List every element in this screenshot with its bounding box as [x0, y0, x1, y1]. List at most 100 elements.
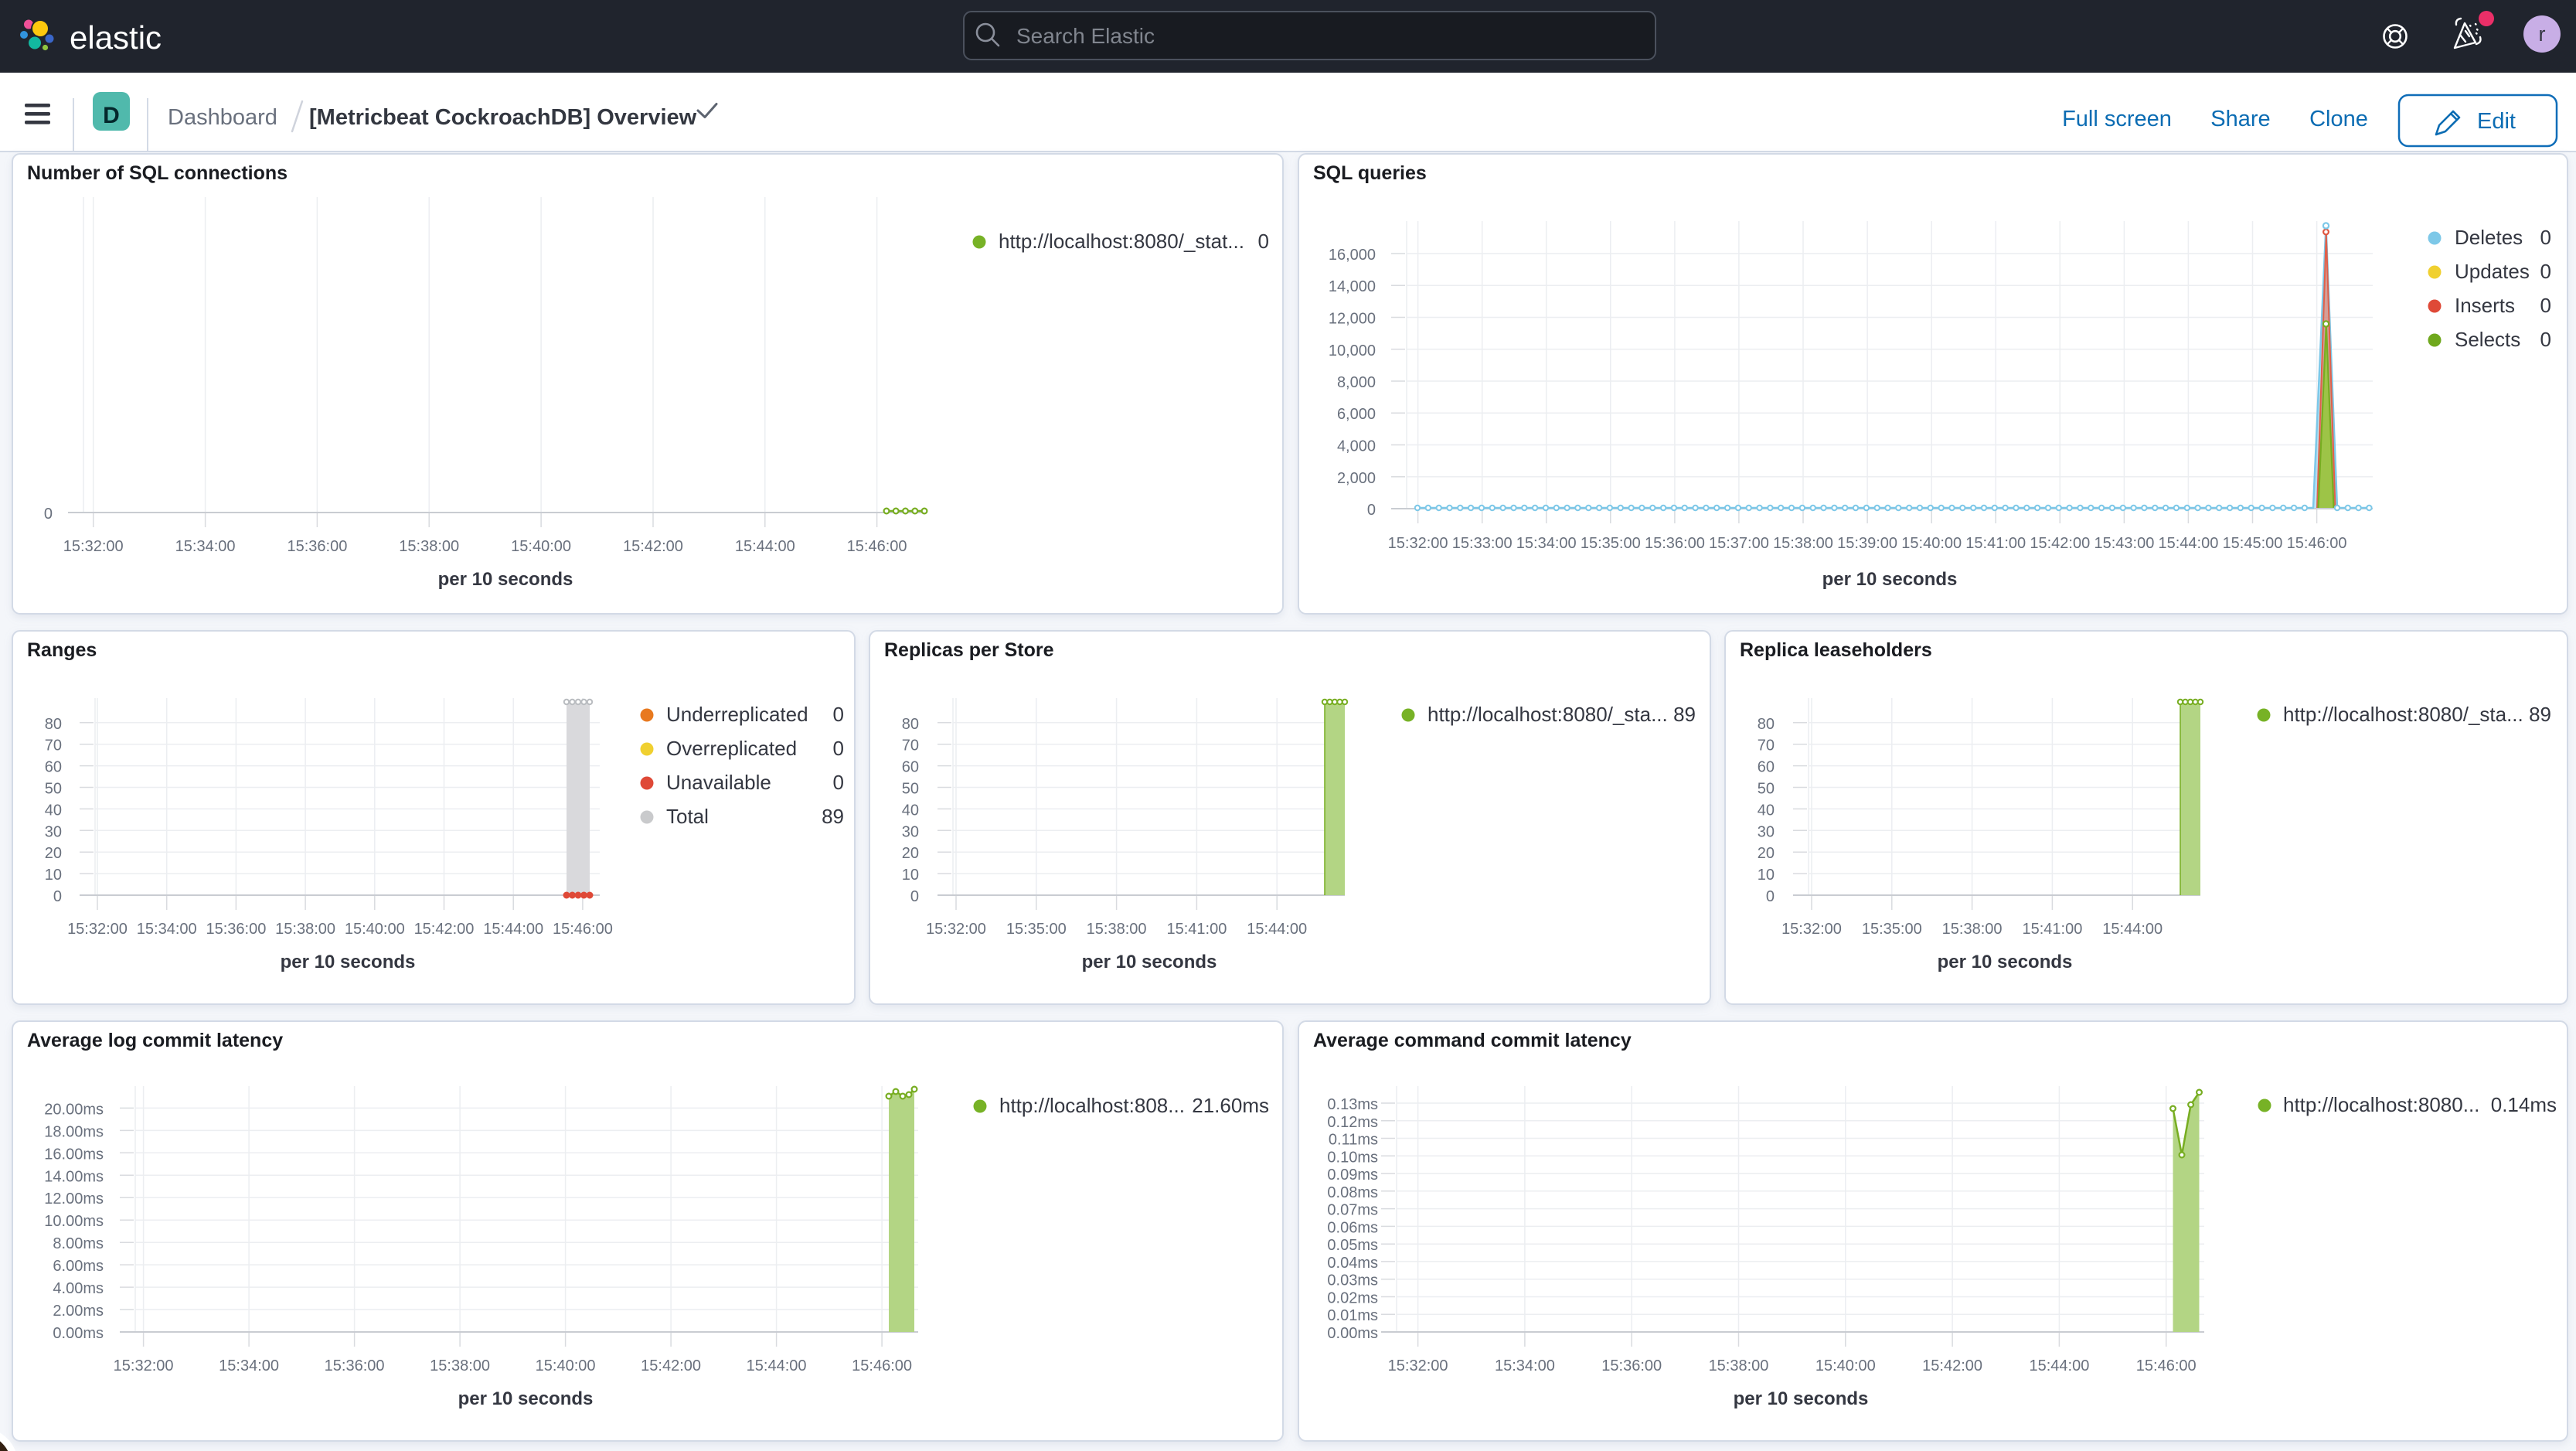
svg-text:4.00ms: 4.00ms	[53, 1280, 104, 1297]
svg-text:Selects: Selects	[2455, 328, 2520, 351]
svg-text:15:34:00: 15:34:00	[219, 1357, 279, 1374]
svg-text:70: 70	[45, 737, 62, 754]
svg-text:21.60ms: 21.60ms	[1192, 1094, 1269, 1117]
svg-text:0: 0	[2540, 294, 2551, 317]
svg-text:0.01ms: 0.01ms	[1327, 1307, 1378, 1324]
svg-text:10: 10	[1758, 867, 1775, 884]
svg-text:15:36:00: 15:36:00	[1601, 1357, 1662, 1374]
svg-text:Average command commit latency: Average command commit latency	[1313, 1030, 1632, 1051]
svg-text:15:41:00: 15:41:00	[1965, 535, 2026, 552]
svg-text:per 10 seconds: per 10 seconds	[281, 952, 416, 972]
svg-text:15:38:00: 15:38:00	[1087, 921, 1147, 938]
svg-text:0: 0	[2540, 328, 2551, 351]
svg-text:0: 0	[1367, 502, 1376, 519]
svg-text:http://localhost:8080/_stat...: http://localhost:8080/_stat...	[999, 230, 1244, 253]
svg-text:6,000: 6,000	[1337, 406, 1376, 423]
svg-text:per 10 seconds: per 10 seconds	[1938, 952, 2073, 972]
svg-text:15:44:00: 15:44:00	[735, 538, 795, 555]
svg-text:15:38:00: 15:38:00	[275, 921, 335, 938]
svg-text:15:32:00: 15:32:00	[114, 1357, 174, 1374]
svg-text:10: 10	[45, 867, 62, 884]
svg-text:15:44:00: 15:44:00	[2102, 921, 2163, 938]
svg-text:15:40:00: 15:40:00	[345, 921, 405, 938]
svg-text:8.00ms: 8.00ms	[53, 1235, 104, 1252]
svg-text:15:40:00: 15:40:00	[1901, 535, 1962, 552]
svg-text:14.00ms: 14.00ms	[44, 1168, 104, 1185]
svg-text:Edit: Edit	[2477, 109, 2516, 134]
svg-text:0.12ms: 0.12ms	[1327, 1114, 1378, 1131]
svg-text:Ranges: Ranges	[27, 639, 97, 661]
svg-text:80: 80	[45, 716, 62, 733]
svg-text:15:38:00: 15:38:00	[1942, 921, 2003, 938]
svg-text:per 10 seconds: per 10 seconds	[1822, 569, 1958, 590]
svg-text:15:46:00: 15:46:00	[553, 921, 613, 938]
svg-text:SQL queries: SQL queries	[1313, 162, 1427, 184]
svg-text:15:32:00: 15:32:00	[67, 921, 128, 938]
svg-text:10: 10	[902, 867, 919, 884]
svg-text:40: 40	[902, 802, 919, 819]
svg-text:80: 80	[902, 716, 919, 733]
svg-text:40: 40	[1758, 802, 1775, 819]
svg-text:2.00ms: 2.00ms	[53, 1303, 104, 1320]
svg-text:15:36:00: 15:36:00	[206, 921, 266, 938]
svg-text:http://localhost:8080/_sta...: http://localhost:8080/_sta...	[2283, 703, 2523, 726]
svg-text:15:34:00: 15:34:00	[1495, 1357, 1555, 1374]
svg-text:70: 70	[1758, 737, 1775, 754]
svg-text:15:34:00: 15:34:00	[175, 538, 236, 555]
svg-text:40: 40	[45, 802, 62, 819]
svg-text:15:45:00: 15:45:00	[2223, 535, 2283, 552]
svg-text:0.00ms: 0.00ms	[53, 1325, 104, 1342]
svg-text:0.00ms: 0.00ms	[1327, 1325, 1378, 1342]
svg-text:15:40:00: 15:40:00	[1815, 1357, 1876, 1374]
svg-text:0: 0	[910, 888, 919, 905]
svg-text:12.00ms: 12.00ms	[44, 1190, 104, 1207]
svg-text:15:44:00: 15:44:00	[1247, 921, 1307, 938]
svg-text:89: 89	[822, 805, 844, 828]
svg-text:60: 60	[45, 759, 62, 776]
svg-text:89: 89	[2529, 703, 2551, 726]
svg-text:[Metricbeat CockroachDB] Overv: [Metricbeat CockroachDB] Overview	[309, 105, 697, 130]
svg-text:0.14ms: 0.14ms	[2491, 1093, 2557, 1116]
svg-text:80: 80	[1758, 716, 1775, 733]
svg-text:15:35:00: 15:35:00	[1581, 535, 1641, 552]
svg-text:2,000: 2,000	[1337, 470, 1376, 487]
svg-text:15:43:00: 15:43:00	[2094, 535, 2154, 552]
svg-text:12,000: 12,000	[1329, 311, 1376, 328]
svg-text:0: 0	[1258, 230, 1269, 253]
svg-text:15:38:00: 15:38:00	[399, 538, 459, 555]
svg-text:15:46:00: 15:46:00	[2136, 1357, 2197, 1374]
svg-text:15:42:00: 15:42:00	[623, 538, 683, 555]
svg-text:0.11ms: 0.11ms	[1329, 1132, 1378, 1149]
svg-text:0.04ms: 0.04ms	[1327, 1255, 1378, 1272]
svg-text:15:46:00: 15:46:00	[852, 1357, 912, 1374]
svg-text:10.00ms: 10.00ms	[44, 1213, 104, 1230]
svg-text:20: 20	[902, 845, 919, 862]
svg-text:15:42:00: 15:42:00	[1922, 1357, 1982, 1374]
svg-text:20: 20	[45, 845, 62, 862]
svg-text:20.00ms: 20.00ms	[44, 1101, 104, 1118]
svg-text:per 10 seconds: per 10 seconds	[1082, 952, 1217, 972]
svg-text:15:38:00: 15:38:00	[1773, 535, 1833, 552]
svg-text:30: 30	[902, 823, 919, 840]
svg-text:Search Elastic: Search Elastic	[1016, 24, 1155, 48]
svg-text:15:38:00: 15:38:00	[430, 1357, 490, 1374]
svg-text:0.07ms: 0.07ms	[1327, 1202, 1378, 1219]
svg-text:4,000: 4,000	[1337, 438, 1376, 455]
svg-text:Inserts: Inserts	[2455, 294, 2515, 317]
svg-text:15:44:00: 15:44:00	[483, 921, 543, 938]
svg-text:70: 70	[902, 737, 919, 754]
svg-text:15:32:00: 15:32:00	[1781, 921, 1842, 938]
svg-text:Deletes: Deletes	[2455, 226, 2523, 249]
svg-text:16.00ms: 16.00ms	[44, 1146, 104, 1163]
svg-text:15:42:00: 15:42:00	[2030, 535, 2090, 552]
svg-text:0.05ms: 0.05ms	[1327, 1237, 1378, 1254]
svg-text:20: 20	[1758, 845, 1775, 862]
svg-text:15:44:00: 15:44:00	[2158, 535, 2218, 552]
svg-text:15:32:00: 15:32:00	[1388, 1357, 1448, 1374]
svg-text:per 10 seconds: per 10 seconds	[458, 1388, 594, 1409]
svg-text:Full screen: Full screen	[2062, 107, 2172, 131]
svg-text:Dashboard: Dashboard	[168, 105, 277, 130]
svg-text:15:34:00: 15:34:00	[137, 921, 197, 938]
svg-text:Average log commit latency: Average log commit latency	[27, 1030, 283, 1051]
svg-text:r: r	[2539, 22, 2546, 46]
